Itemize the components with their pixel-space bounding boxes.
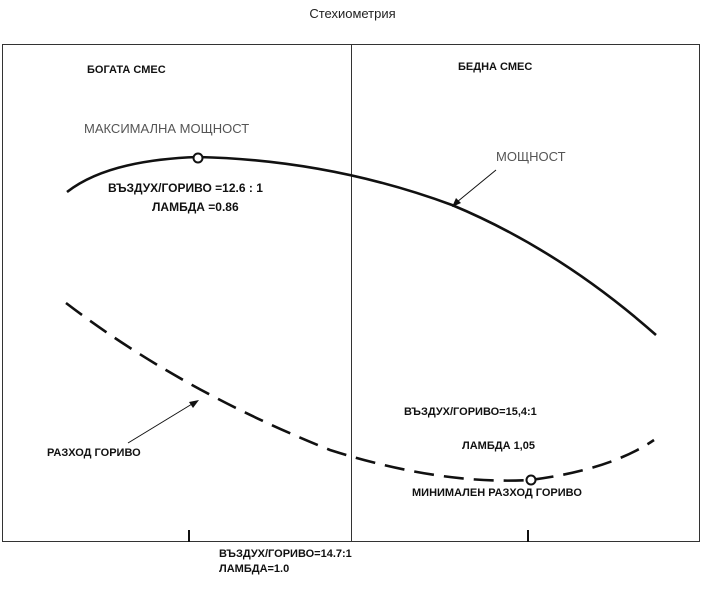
power-curve-label: МОЩНОСТ xyxy=(496,149,566,164)
stoichiometric-divider xyxy=(351,44,352,542)
diagram-title: Стехиометрия xyxy=(309,6,396,21)
fuel-curve-label: РАЗХОД ГОРИВО xyxy=(47,447,141,459)
fuel-af-ratio: ВЪЗДУХ/ГОРИВО=15,4:1 xyxy=(404,406,537,418)
fuel-pointer-line xyxy=(127,403,193,444)
power-curve xyxy=(66,155,657,336)
power-pointer-line xyxy=(456,169,497,203)
min-fuel-marker xyxy=(525,474,537,486)
max-power-label: МАКСИМАЛНА МОЩНОСТ xyxy=(84,121,250,136)
fuel-consumption-curve xyxy=(65,301,655,482)
stoich-lambda: ЛАМБДА=1.0 xyxy=(219,563,290,575)
power-pointer-arrowhead xyxy=(452,198,461,207)
stoich-af-ratio: ВЪЗДУХ/ГОРИВО=14.7:1 xyxy=(219,548,352,560)
power-lambda: ЛАМБДА =0.86 xyxy=(152,200,239,214)
rich-mixture-label: БОГАТА СМЕС xyxy=(87,64,166,76)
min-fuel-label: МИНИМАЛЕН РАЗХОД ГОРИВО xyxy=(412,487,582,499)
lean-mixture-label: БЕДНА СМЕС xyxy=(458,61,533,73)
power-af-ratio: ВЪЗДУХ/ГОРИВО =12.6 : 1 xyxy=(108,181,263,195)
max-power-marker xyxy=(192,152,204,164)
fuel-lambda: ЛАМБДА 1,05 xyxy=(462,440,535,452)
fuel-pointer-arrowhead xyxy=(189,400,199,408)
